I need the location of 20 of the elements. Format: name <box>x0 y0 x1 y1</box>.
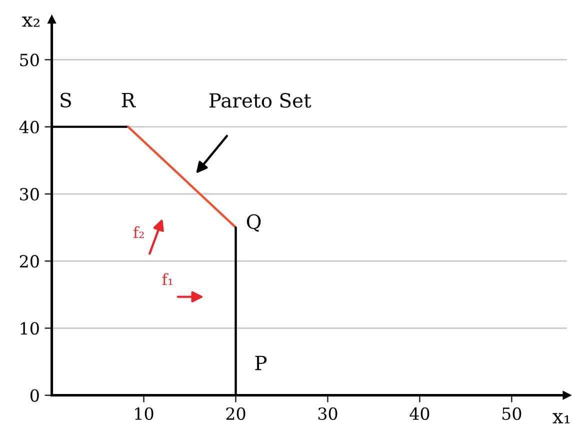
annotation: f₂ <box>134 226 144 238</box>
y-tick-label: 0 <box>30 389 39 402</box>
annotation: S <box>60 92 71 108</box>
annotation: f₁ <box>162 273 172 285</box>
y-tick-label: 30 <box>20 188 39 201</box>
x-axis-title: x₁ <box>552 413 570 424</box>
x-tick-label: 30 <box>318 407 338 420</box>
annotation: R <box>122 93 136 108</box>
y-tick-label: 40 <box>19 120 39 134</box>
x-tick-label: 40 <box>410 407 430 420</box>
y-tick-label: 50 <box>20 54 39 66</box>
annotation: Q <box>246 214 261 232</box>
x-tick-label: 50 <box>502 407 522 420</box>
x-tick-label: 20 <box>226 407 246 420</box>
y-tick-label: 10 <box>20 322 39 335</box>
annotation: Pareto Set <box>209 93 312 108</box>
annotation: P <box>255 356 267 370</box>
y-tick-label: 20 <box>20 255 39 268</box>
y-axis-title: x₂ <box>22 16 40 27</box>
x-tick-label: 10 <box>135 407 154 420</box>
